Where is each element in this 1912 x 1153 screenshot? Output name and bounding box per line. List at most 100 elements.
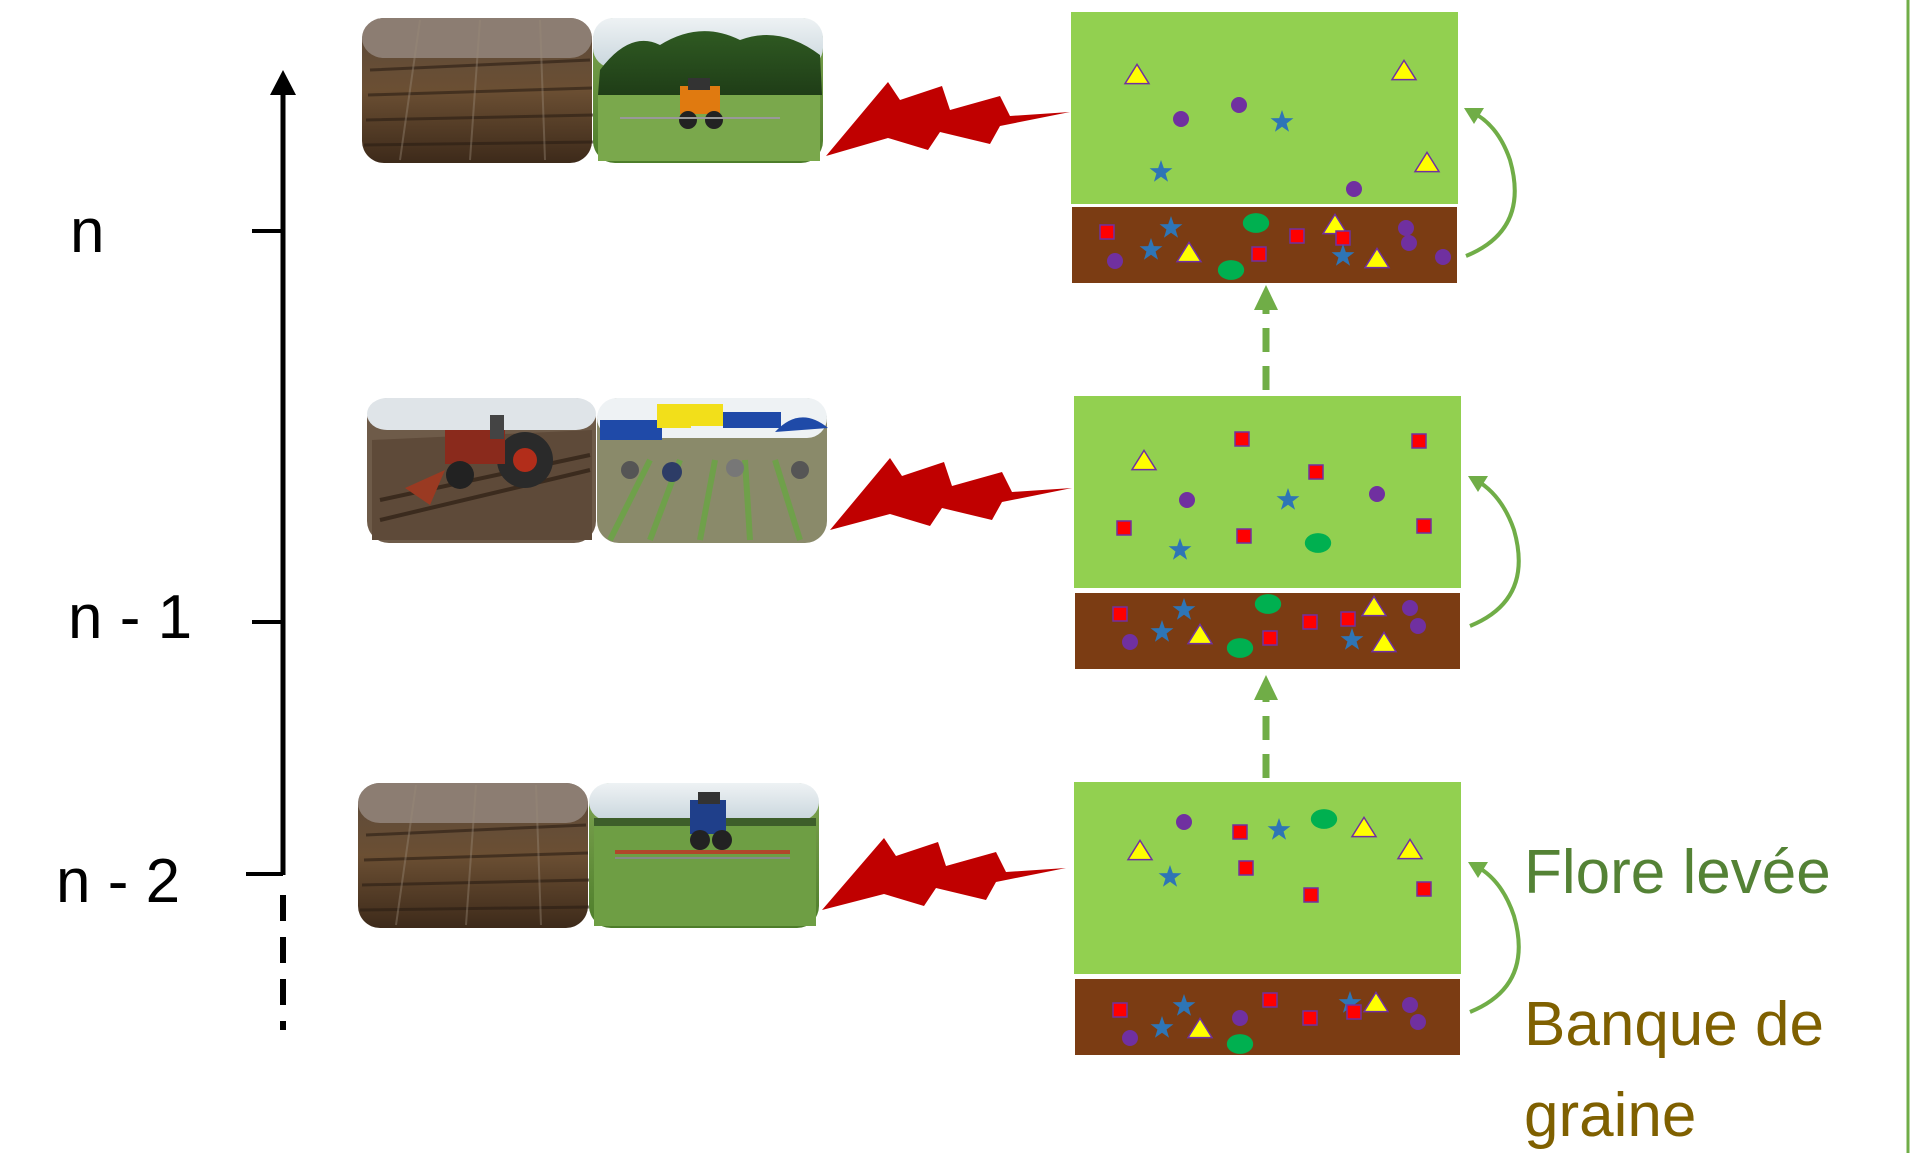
seed-square-icon (1112, 1002, 1128, 1018)
legend: Flore levée Banque de graine (1524, 838, 1831, 1150)
seed-triangle-icon (1175, 240, 1203, 263)
lightning-bolts (822, 82, 1072, 910)
seed-square-icon (1099, 224, 1115, 240)
flora-panel-1 (1073, 396, 1462, 671)
seed-square-icon (1112, 606, 1128, 622)
seed-square-icon (1302, 1010, 1318, 1026)
seed-square-icon (1302, 614, 1318, 630)
seed-square-icon (1262, 630, 1278, 646)
harrow-weeding-photo (589, 783, 819, 928)
seed-triangle-icon (1396, 837, 1424, 860)
seed-circle-icon (1173, 111, 1189, 127)
seed-circle-icon (1232, 1010, 1248, 1026)
seed-circle-icon (1107, 253, 1123, 269)
seed-square-icon (1335, 230, 1351, 246)
seed-circle-icon (1402, 997, 1418, 1013)
seed-circle-icon (1176, 814, 1192, 830)
seed-triangle-icon (1123, 62, 1151, 85)
seed-triangle-icon (1370, 630, 1398, 653)
seed-triangle-icon (1350, 815, 1378, 838)
seed-square-icon (1238, 860, 1254, 876)
flora-panels (1070, 12, 1462, 1057)
seedbank-transfer-arrows (1254, 285, 1278, 778)
curved-arrowhead (1468, 862, 1488, 878)
manual-weeding-photo (597, 398, 828, 543)
emerged-flora-box (1074, 396, 1461, 588)
seed-square-icon (1251, 246, 1267, 262)
seed-triangle-icon (1363, 246, 1391, 269)
seed-blob-icon (1226, 638, 1254, 658)
row-n-1-photos (367, 398, 828, 543)
seedbank-label-line1: Banque de (1524, 990, 1824, 1059)
seed-circle-icon (1401, 235, 1417, 251)
lightning-bolt-icon (830, 458, 1072, 530)
flora-panel-0 (1070, 12, 1459, 285)
seed-circle-icon (1231, 97, 1247, 113)
row-n-photos (362, 18, 823, 163)
seed-circle-icon (1410, 618, 1426, 634)
seed-triangle-icon (1321, 212, 1349, 235)
curved-arrowhead (1468, 476, 1488, 492)
timeline-arrowhead (270, 70, 296, 95)
seed-blob-icon (1226, 1034, 1254, 1054)
seed-square-icon (1411, 433, 1427, 449)
seed-blob-icon (1242, 213, 1270, 233)
seed-square-icon (1303, 887, 1319, 903)
row-n-2-photos (358, 783, 819, 928)
curved-arrow-up (1469, 478, 1521, 628)
seed-square-icon (1232, 824, 1248, 840)
seed-triangle-icon (1390, 58, 1418, 81)
flora-panel-2 (1073, 782, 1462, 1057)
dashed-arrowhead (1254, 285, 1278, 310)
lightning-bolt-icon (822, 838, 1066, 910)
lightning-bolt-icon (826, 82, 1070, 156)
seed-triangle-icon (1130, 448, 1158, 471)
seed-circle-icon (1179, 492, 1195, 508)
ploughed-field-photo (358, 783, 591, 928)
seed-triangle-icon (1186, 1016, 1214, 1039)
seed-triangle-icon (1413, 150, 1441, 173)
seed-circle-icon (1410, 1014, 1426, 1030)
curved-arrow-up (1465, 110, 1517, 258)
seed-circle-icon (1122, 634, 1138, 650)
curved-arrow-up (1469, 864, 1521, 1014)
emerged-flora-label: Flore levée (1524, 838, 1831, 907)
timeline: n n - 1 n - 2 (56, 70, 296, 1030)
seed-square-icon (1346, 1004, 1362, 1020)
seed-square-icon (1116, 520, 1132, 536)
seed-triangle-icon (1362, 990, 1390, 1013)
seedbank-box (1073, 977, 1462, 1057)
seed-square-icon (1416, 518, 1432, 534)
seed-square-icon (1340, 611, 1356, 627)
emerged-flora-box (1071, 12, 1458, 204)
seed-circle-icon (1346, 181, 1362, 197)
year-label-n-1: n - 1 (68, 583, 192, 652)
ploughed-field-photo (362, 18, 595, 163)
emerged-flora-box (1074, 782, 1461, 974)
seed-blob-icon (1304, 533, 1332, 553)
year-label-n-2: n - 2 (56, 847, 180, 916)
curved-arrowhead (1464, 108, 1484, 124)
seed-circle-icon (1369, 486, 1385, 502)
seed-square-icon (1236, 528, 1252, 544)
tractor-spraying-photo (593, 18, 823, 163)
seed-square-icon (1234, 431, 1250, 447)
seed-square-icon (1262, 992, 1278, 1008)
seed-triangle-icon (1186, 622, 1214, 645)
seed-circle-icon (1402, 600, 1418, 616)
emergence-arrows (1464, 108, 1521, 1014)
seed-circle-icon (1398, 220, 1414, 236)
seed-blob-icon (1254, 594, 1282, 614)
seed-blob-icon (1310, 809, 1338, 829)
seed-square-icon (1308, 464, 1324, 480)
seed-circle-icon (1435, 249, 1451, 265)
seedbank-label-line2: graine (1524, 1081, 1696, 1150)
year-label-n: n (70, 197, 104, 266)
seed-circle-icon (1122, 1030, 1138, 1046)
dashed-arrowhead (1254, 675, 1278, 700)
seed-triangle-icon (1126, 838, 1154, 861)
seed-triangle-icon (1360, 594, 1388, 617)
seed-square-icon (1416, 881, 1432, 897)
tractor-ploughing-photo (367, 398, 596, 543)
